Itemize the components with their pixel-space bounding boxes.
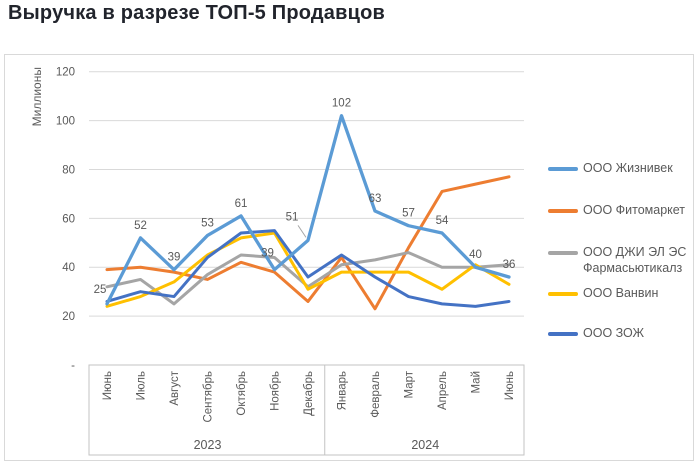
legend-item-zhiznivek: ООО Жизнивек	[548, 160, 687, 176]
year-label: 2023	[194, 438, 222, 452]
x-axis-box	[88, 364, 525, 456]
month-label: Июнь	[102, 371, 114, 400]
data-label: 25	[94, 284, 107, 296]
y-tick-label: -	[71, 360, 75, 372]
legend-item-zozh: ООО ЗОЖ	[548, 325, 687, 341]
month-label: Август	[169, 370, 181, 405]
legend-item-fitomarket: ООО Фитомаркет	[548, 202, 687, 218]
data-label: 52	[134, 220, 147, 232]
series-line-4	[105, 229, 511, 308]
year-label: 2024	[411, 438, 439, 452]
month-label: Апрель	[437, 371, 449, 410]
chart-legend: ООО Жизнивек ООО Фитомаркет ООО ДЖИ ЭЛ Э…	[548, 55, 690, 460]
line-chart: - 20 40 60 80 100 120 Миллионы Июнь Июль Август Сен…	[30, 67, 525, 456]
chart-card: - 20 40 60 80 100 120 Миллионы Июнь Июль Август Сен…	[4, 54, 694, 461]
data-label: 57	[402, 208, 415, 220]
data-label: 61	[235, 198, 248, 210]
month-label: Октябрь	[236, 371, 248, 416]
month-label: Ноябрь	[270, 371, 282, 411]
legend-swatch	[548, 332, 578, 336]
y-tick-label: 60	[62, 213, 75, 225]
series-line-3	[105, 231, 511, 308]
legend-label: ООО Ванвин	[583, 286, 659, 300]
y-tick-label: 20	[62, 311, 75, 323]
data-label-leader	[297, 225, 307, 238]
series-line-1	[105, 175, 511, 311]
series-line-0	[105, 114, 511, 306]
data-label: 102	[332, 98, 351, 110]
legend-swatch	[548, 251, 578, 255]
data-label: 36	[503, 259, 516, 271]
y-tick-label: 40	[62, 262, 75, 274]
y-tick-label: 80	[62, 164, 75, 176]
month-label: Март	[404, 370, 416, 398]
legend-label: ООО ЗОЖ	[583, 326, 645, 340]
data-label: 63	[369, 193, 382, 205]
data-label: 39	[261, 248, 274, 260]
data-label: 40	[469, 249, 482, 261]
data-label: 54	[436, 215, 449, 227]
y-axis-title: Миллионы	[30, 67, 44, 126]
y-tick-label: 120	[56, 67, 75, 79]
data-label: 51	[286, 211, 299, 223]
month-label: Май	[471, 371, 483, 394]
legend-swatch	[548, 209, 578, 213]
data-label: 53	[201, 217, 214, 229]
month-label: Июнь	[504, 371, 516, 400]
legend-label: ООО ДЖИ ЭЛ ЭС Фармасьютикалз	[583, 245, 687, 275]
month-label: Сентябрь	[203, 371, 215, 423]
legend-label: ООО Фитомаркет	[583, 203, 686, 217]
data-label: 39	[168, 252, 181, 264]
page-title: Выручка в разрезе ТОП-5 Продавцов	[8, 2, 386, 24]
month-label: Июль	[136, 371, 148, 400]
legend-item-vanvin: ООО Ванвин	[548, 285, 687, 301]
legend-swatch	[548, 167, 578, 171]
month-label: Декабрь	[303, 371, 315, 416]
legend-label: ООО Жизнивек	[583, 161, 673, 175]
legend-swatch	[548, 292, 578, 296]
month-label: Февраль	[370, 371, 382, 418]
month-label: Январь	[337, 371, 349, 410]
y-tick-label: 100	[56, 116, 75, 128]
legend-item-gls-pharma: ООО ДЖИ ЭЛ ЭС Фармасьютикалз	[548, 244, 687, 276]
